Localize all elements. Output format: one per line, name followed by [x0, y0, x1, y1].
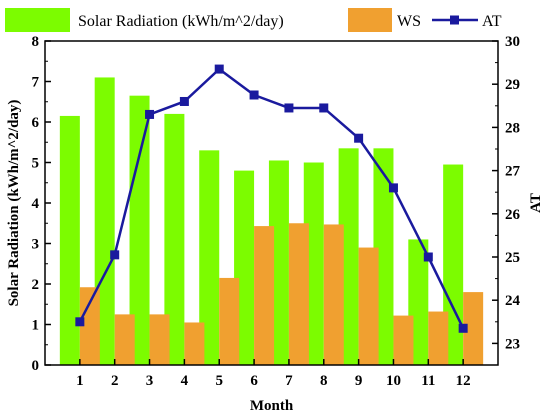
legend-label-ws: WS: [397, 13, 421, 30]
y-left-tick-label-8: 8: [32, 34, 40, 50]
y-axis-left-title: Solar Radiation (kWh/m^2/day): [6, 100, 22, 307]
x-tick-label-1: 1: [76, 373, 84, 389]
bar-ws-1: [79, 287, 100, 365]
bar-ws-8: [323, 224, 344, 365]
y-left-tick-label-2: 2: [32, 277, 40, 293]
bar-ws-2: [114, 314, 135, 365]
y-left-tick-label-5: 5: [32, 156, 40, 172]
legend-label-solar: Solar Radiation (kWh/m^2/day): [78, 13, 284, 30]
y-right-tick-label-29: 29: [505, 77, 520, 93]
y-right-tick-label-25: 25: [505, 250, 520, 266]
bar-ws-11: [428, 311, 449, 365]
x-axis-title: Month: [250, 398, 294, 414]
y-right-tick-label-23: 23: [505, 336, 520, 352]
y-left-tick-label-7: 7: [32, 75, 40, 91]
legend-swatch-solar: [5, 8, 70, 32]
bar-ws-6: [254, 226, 275, 365]
bar-ws-3: [149, 314, 170, 365]
y-left-tick-label-0: 0: [32, 358, 40, 374]
legend-marker-at: [450, 15, 459, 25]
y-left-tick-label-4: 4: [32, 196, 40, 212]
x-tick-label-7: 7: [285, 373, 293, 389]
bar-ws-10: [393, 315, 414, 365]
x-tick-label-4: 4: [181, 373, 189, 389]
bar-ws-12: [463, 292, 484, 365]
line-at-point-4: [179, 96, 189, 106]
line-at-point-3: [145, 109, 155, 119]
legend-label-at: AT: [482, 13, 502, 30]
y-left-tick-label-6: 6: [32, 115, 40, 131]
x-tick-label-12: 12: [456, 373, 471, 389]
x-tick-label-10: 10: [386, 373, 401, 389]
x-tick-label-9: 9: [355, 373, 363, 389]
x-tick-label-2: 2: [111, 373, 119, 389]
x-tick-label-8: 8: [320, 373, 328, 389]
y-right-tick-label-28: 28: [505, 120, 520, 136]
bar-ws-5: [219, 277, 240, 365]
legend-swatch-ws: [348, 8, 392, 32]
bar-solar-4: [164, 113, 185, 366]
x-tick-label-3: 3: [146, 373, 154, 389]
y-right-tick-label-26: 26: [505, 207, 521, 223]
line-at-point-8: [319, 103, 329, 113]
line-series: [75, 64, 468, 333]
y-left-tick-label-1: 1: [32, 318, 40, 334]
line-at-point-5: [214, 64, 224, 74]
line-at-point-12: [458, 323, 468, 333]
x-tick-label-5: 5: [215, 373, 223, 389]
y-right-tick-label-24: 24: [505, 293, 521, 309]
y-left-tick-label-3: 3: [32, 237, 40, 253]
line-at-point-6: [249, 90, 259, 100]
line-at-point-11: [423, 252, 433, 262]
line-at-point-10: [388, 183, 398, 193]
y-right-tick-label-27: 27: [505, 164, 521, 180]
bar-ws-7: [288, 223, 309, 365]
line-at-point-1: [75, 317, 85, 327]
bar-solar-1: [59, 115, 80, 365]
bar-solar-3: [129, 95, 150, 366]
line-at-point-7: [284, 103, 294, 113]
bars: [59, 77, 484, 366]
bar-ws-9: [358, 247, 379, 365]
line-at-path: [78, 67, 465, 329]
bar-solar-5: [199, 150, 220, 365]
bar-ws-4: [184, 322, 205, 365]
x-tick-label-11: 11: [421, 373, 435, 389]
line-at-point-2: [110, 250, 120, 260]
y-axis-right-title: AT: [528, 193, 544, 213]
y-right-tick-label-30: 30: [505, 34, 520, 50]
legend: Solar Radiation (kWh/m^2/day) WS AT: [5, 8, 502, 32]
x-tick-label-6: 6: [250, 373, 258, 389]
line-at-point-9: [354, 133, 364, 143]
